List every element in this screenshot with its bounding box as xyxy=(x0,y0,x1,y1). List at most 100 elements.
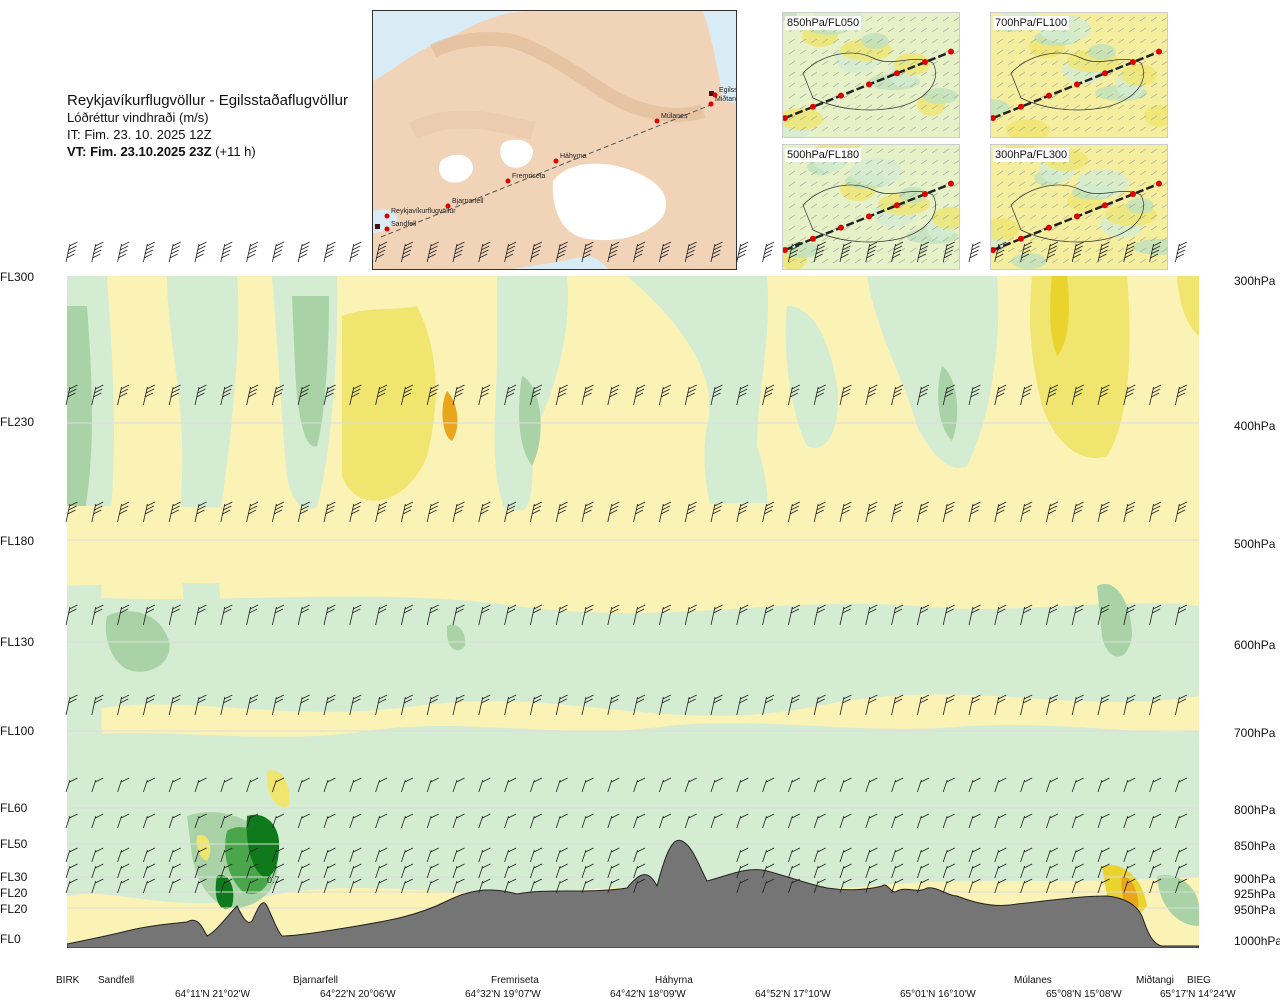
lead-time: (+11 h) xyxy=(215,144,256,159)
route-line xyxy=(380,103,714,238)
coord-label-6: 65°01'N 16°10'W xyxy=(900,989,976,1000)
valid-time: VT: Fim. 23.10.2025 23Z (+11 h) xyxy=(67,143,348,160)
wind-barb xyxy=(349,241,362,263)
waypoint-label: Háhyrna xyxy=(560,153,587,160)
waypoint-label: Reykjavíkurflugvöllur xyxy=(391,208,456,215)
chart-title-block: Reykjavíkurflugvöllur - Egilsstaðaflugvö… xyxy=(67,92,348,160)
coord-label-1: 64°11'N 21°02'W xyxy=(175,989,251,1000)
station-label-midtangi: Miðtangi xyxy=(1136,975,1174,986)
station-label-bieg: BIEG xyxy=(1187,975,1211,986)
valid-time-value: VT: Fim. 23.10.2025 23Z xyxy=(67,144,212,159)
mini-map-850-label: 850hPa/FL050 xyxy=(785,16,862,30)
hpa-label-950: 950hPa xyxy=(1234,903,1276,917)
coord-label-8: 65°17'N 14°24'W xyxy=(1160,989,1236,1000)
end-airport-marker xyxy=(709,91,714,96)
waypoint-marker xyxy=(708,101,714,107)
station-label-mulanes: Múlanes xyxy=(1014,975,1052,986)
wind-barb xyxy=(272,241,285,263)
flight-level-gridlines xyxy=(67,422,1199,909)
waypoint-label: Sandfell xyxy=(391,221,417,228)
wind-barb xyxy=(143,241,156,263)
peak-value-label: 0.7 xyxy=(267,875,280,885)
route-overview-map: Reykjavíkurflugvöllur Sandfell Bjarnarfell… xyxy=(372,10,737,270)
wind-barb xyxy=(736,241,749,263)
station-label-bjarnarfell: Bjarnarfell xyxy=(293,975,339,986)
mini-map-700: 700hPa/FL100 xyxy=(990,12,1168,138)
variable-title: Lóðréttur vindhraði (m/s) xyxy=(67,110,209,125)
hpa-label-600: 600hPa xyxy=(1234,638,1276,652)
mini-map-500-label: 500hPa/FL180 xyxy=(785,148,862,162)
coord-label-7: 65°08'N 15°08'W xyxy=(1046,989,1122,1000)
fl-label-0: FL0 xyxy=(0,932,21,946)
iceland-land xyxy=(373,11,736,269)
mini-map-300-label: 300hPa/FL300 xyxy=(993,148,1070,162)
waypoint-marker xyxy=(384,226,390,232)
mini-map-500: 500hPa/FL180 xyxy=(782,144,960,270)
wind-barb xyxy=(323,241,336,263)
hpa-label-925: 925hPa xyxy=(1234,887,1276,901)
fl-label-300: FL300 xyxy=(0,270,35,284)
cross-section-svg: 0.7 xyxy=(66,276,1200,949)
fl-label-230: FL230 xyxy=(0,415,35,429)
wind-barb xyxy=(91,241,104,263)
mini-map-850: 850hPa/FL050 xyxy=(782,12,960,138)
fl-label-130: FL130 xyxy=(0,635,35,649)
wind-barb xyxy=(246,241,259,263)
waypoint-marker xyxy=(505,178,511,184)
wind-barb xyxy=(65,241,78,263)
wind-barb xyxy=(1175,241,1188,263)
waypoint-marker xyxy=(553,158,559,164)
wind-barb xyxy=(168,241,181,263)
mini-map-500-svg xyxy=(783,145,959,269)
wind-barb xyxy=(117,241,130,263)
mini-map-700-label: 700hPa/FL100 xyxy=(993,16,1070,30)
coord-label-2: 64°22'N 20°06'W xyxy=(320,989,396,1000)
fl-label-20a: FL20 xyxy=(0,886,28,900)
mini-map-700-svg xyxy=(991,13,1167,137)
coord-label-5: 64°52'N 17°10'W xyxy=(755,989,831,1000)
waypoint-label: Miðtangi xyxy=(715,95,736,103)
fl-label-20b: FL20 xyxy=(0,902,28,916)
hpa-label-850: 850hPa xyxy=(1234,839,1276,853)
hpa-label-900: 900hPa xyxy=(1234,872,1276,886)
station-label-fremriseta: Fremriseta xyxy=(491,975,539,986)
fl-label-50: FL50 xyxy=(0,837,28,851)
wind-barb xyxy=(297,241,310,263)
fl-label-180: FL180 xyxy=(0,534,35,548)
waypoint-marker xyxy=(445,203,451,209)
coord-label-4: 64°42'N 18°09'W xyxy=(610,989,686,1000)
start-airport-marker xyxy=(375,224,380,229)
station-label-hahyrna: Háhyrna xyxy=(655,975,693,986)
route-title: Reykjavíkurflugvöllur - Egilsstaðaflugvö… xyxy=(67,92,348,109)
terrain-profile xyxy=(66,839,1200,949)
hpa-label-400: 400hPa xyxy=(1234,419,1276,433)
waypoint-label: Múlanes xyxy=(661,113,688,120)
waypoint-label: Bjarnarfell xyxy=(452,198,484,205)
station-label-sandfell: Sandfell xyxy=(98,975,135,986)
fl-label-60: FL60 xyxy=(0,801,28,815)
langjokull-glacier xyxy=(439,154,473,183)
waypoint-marker xyxy=(384,213,390,219)
hpa-label-1000: 1000hPa xyxy=(1234,934,1280,948)
fl-label-30: FL30 xyxy=(0,870,28,884)
wind-barb xyxy=(762,241,775,263)
mini-map-300-svg xyxy=(991,145,1167,269)
station-label-birk: BIRK xyxy=(56,975,80,986)
hpa-label-800: 800hPa xyxy=(1234,803,1276,817)
updraft-maximum xyxy=(246,814,280,877)
waypoint-label: Egilsstaðir xyxy=(719,86,736,94)
route-map-svg: Reykjavíkurflugvöllur Sandfell Bjarnarfell… xyxy=(373,11,736,269)
wind-barb xyxy=(194,241,207,263)
vatnajokull-glacier xyxy=(552,163,667,241)
hpa-label-700: 700hPa xyxy=(1234,726,1276,740)
cross-section-plot: 0.7 xyxy=(66,276,1200,949)
waypoint-marker xyxy=(712,92,718,98)
hpa-label-300: 300hPa xyxy=(1234,274,1276,288)
fl-label-100: FL100 xyxy=(0,724,35,738)
coord-label-3: 64°32'N 19°07'W xyxy=(465,989,541,1000)
hofsjokull-glacier xyxy=(500,139,533,168)
hpa-label-500: 500hPa xyxy=(1234,537,1276,551)
wind-barb xyxy=(220,241,233,263)
waypoint-label: Fremriseta xyxy=(512,173,546,180)
wind-barb xyxy=(968,241,981,263)
